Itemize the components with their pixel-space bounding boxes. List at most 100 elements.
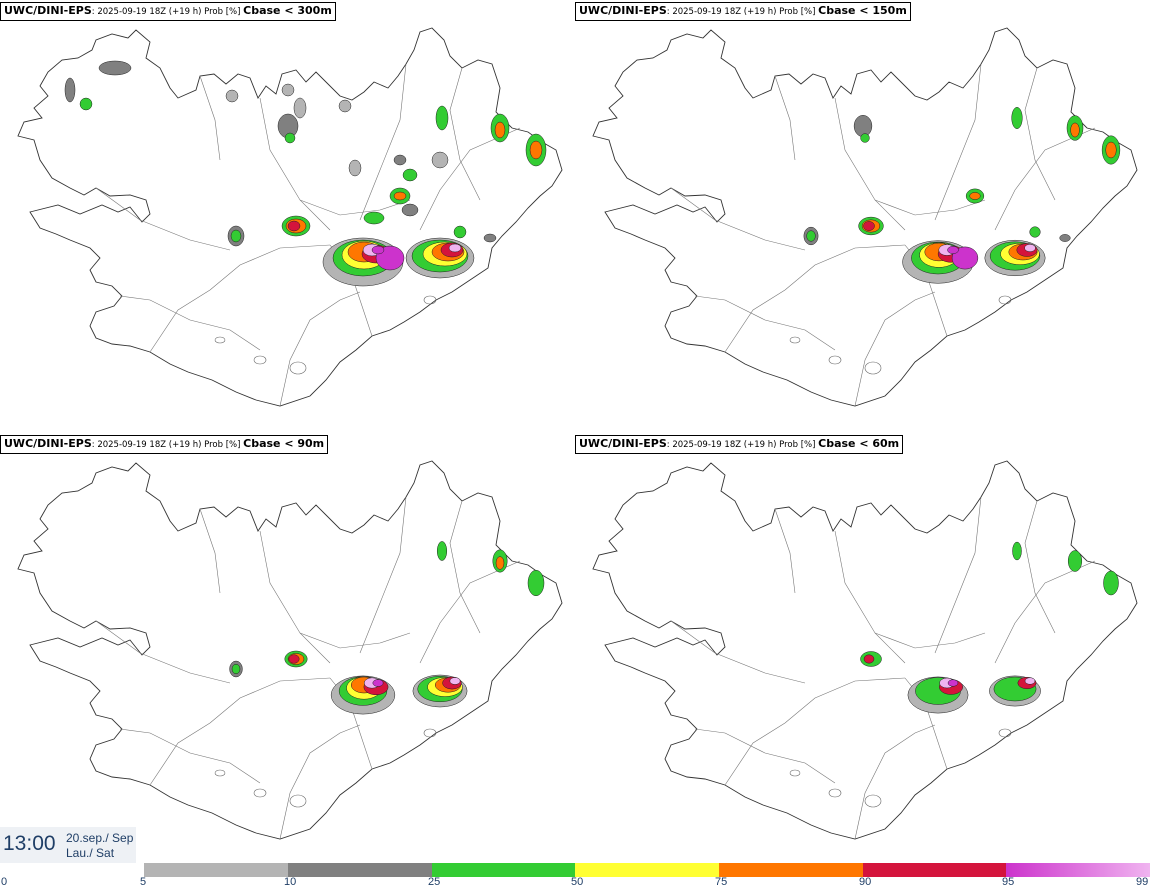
probability-area	[293, 97, 307, 119]
boundary-line	[874, 632, 986, 649]
coastline	[592, 460, 1138, 840]
lake-outline	[253, 355, 267, 365]
boundary-line	[95, 187, 231, 251]
boundary-line	[934, 63, 982, 221]
probability-area	[448, 243, 462, 253]
probability-area	[853, 115, 873, 137]
iceland-map	[17, 27, 563, 407]
probability-area	[1105, 141, 1117, 159]
boundary-line	[670, 187, 806, 251]
probability-area	[348, 159, 362, 177]
panel-title: UWC/DINI-EPS: 2025-09-19 18Z (+19 h) Pro…	[0, 435, 329, 454]
probability-area	[969, 192, 981, 200]
legend-color-bin	[0, 863, 144, 877]
model-name: UWC/DINI-EPS	[579, 4, 667, 17]
legend-tick-label: 95	[1002, 876, 1015, 888]
valid-date: 20.sep./ Sep	[66, 831, 134, 845]
probability-area	[431, 151, 449, 169]
probability-area	[1012, 541, 1022, 561]
lake-outline	[864, 361, 882, 375]
boundary-line	[994, 560, 1096, 664]
probability-area	[372, 679, 384, 687]
boundary-line	[119, 728, 261, 784]
legend-tick-label: 25	[428, 876, 441, 888]
lake-outline	[828, 355, 842, 365]
legend-tick-label: 75	[715, 876, 728, 888]
probability-area	[1029, 226, 1041, 238]
threshold-label: Cbase < 300m	[243, 4, 332, 17]
coastline	[592, 27, 1138, 407]
boundary-line	[359, 63, 407, 221]
lake-outline	[864, 794, 882, 808]
map-panel-150m: UWC/DINI-EPS: 2025-09-19 18Z (+19 h) Pro…	[575, 0, 1150, 418]
probability-area	[79, 97, 93, 111]
threshold-label: Cbase < 90m	[243, 437, 325, 450]
legend-color-bin	[144, 863, 288, 877]
legend-tick-label: 50	[571, 876, 584, 888]
boundary-line	[279, 291, 361, 407]
valid-time-box: 13:00 20.sep./ Sep Lau./ Sat	[0, 827, 136, 867]
probability-area	[230, 229, 242, 243]
probability-area	[225, 89, 239, 103]
lake-outline	[828, 788, 842, 798]
boundary-line	[359, 496, 407, 654]
lake-outline	[423, 295, 437, 305]
coastline	[17, 460, 563, 840]
probability-area	[287, 220, 301, 232]
boundary-line	[874, 199, 986, 216]
probability-area	[1011, 107, 1023, 129]
probability-area	[483, 233, 497, 243]
probability-area	[1070, 122, 1080, 138]
boundary-line	[199, 75, 221, 161]
boundary-line	[694, 728, 836, 784]
legend-tick-label: 0	[1, 876, 8, 888]
lake-outline	[214, 769, 226, 777]
boundary-line	[199, 508, 221, 594]
legend-color-bin	[288, 863, 432, 877]
legend-color-bin	[719, 863, 863, 877]
boundary-line	[259, 97, 331, 231]
probability-area	[284, 132, 296, 144]
run-info: : 2025-09-19 18Z (+19 h) Prob [%]	[666, 7, 819, 17]
boundary-line	[299, 632, 411, 649]
run-info: : 2025-09-19 18Z (+19 h) Prob [%]	[91, 7, 244, 17]
probability-area	[1059, 234, 1071, 242]
probability-area	[449, 677, 461, 685]
probability-area	[338, 99, 352, 113]
boundary-line	[419, 560, 521, 664]
legend-color-bin	[575, 863, 719, 877]
lake-outline	[789, 769, 801, 777]
probability-area	[453, 225, 467, 239]
probability-area	[435, 105, 449, 131]
boundary-line	[774, 75, 796, 161]
lake-outline	[423, 728, 437, 738]
valid-weekday: Lau./ Sat	[66, 846, 115, 860]
probability-area	[371, 245, 385, 255]
legend-tick-label: 90	[859, 876, 872, 888]
panel-title: UWC/DINI-EPS: 2025-09-19 18Z (+19 h) Pro…	[0, 2, 336, 21]
probability-area	[863, 654, 875, 664]
probability-area	[393, 154, 407, 166]
probability-area	[401, 203, 419, 217]
boundary-line	[934, 496, 982, 654]
model-name: UWC/DINI-EPS	[579, 437, 667, 450]
probability-area	[288, 654, 300, 664]
boundary-line	[149, 244, 331, 353]
legend-tick-label: 10	[284, 876, 297, 888]
probability-area	[64, 77, 76, 103]
boundary-line	[694, 295, 836, 351]
probability-legend: 0 5 10 25 50 75 90 95 99	[0, 862, 1150, 891]
map-panel-300m: UWC/DINI-EPS: 2025-09-19 18Z (+19 h) Pro…	[0, 0, 575, 418]
probability-area	[947, 246, 959, 254]
boundary-line	[449, 500, 481, 634]
lake-outline	[253, 788, 267, 798]
model-name: UWC/DINI-EPS	[4, 4, 92, 17]
probability-area	[951, 246, 979, 270]
boundary-line	[1024, 67, 1056, 201]
panel-title: UWC/DINI-EPS: 2025-09-19 18Z (+19 h) Pro…	[575, 2, 911, 21]
boundary-line	[279, 724, 361, 840]
boundary-line	[854, 724, 936, 840]
valid-time-clock: 13:00	[3, 832, 56, 855]
probability-area	[1024, 677, 1036, 685]
boundary-line	[1024, 500, 1056, 634]
